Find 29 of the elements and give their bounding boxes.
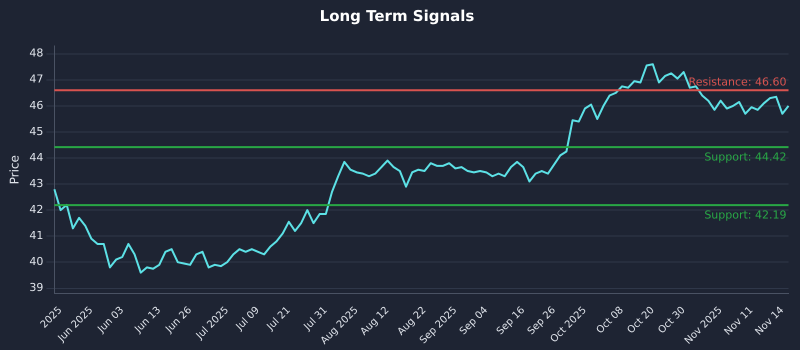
x-tick-label: Jul 21: [264, 304, 293, 334]
x-tick-label: Nov 14: [753, 304, 786, 338]
x-tick-label: Jul 09: [234, 304, 262, 334]
y-tick-label: 46: [29, 98, 44, 112]
ref-line-label: Support: 42.19: [704, 208, 787, 222]
y-tick-label: 39: [29, 281, 44, 294]
y-tick-label: 44: [29, 150, 44, 164]
x-tick-label: Oct 30: [656, 304, 688, 336]
x-tick-label: Jun 03: [95, 304, 126, 336]
x-tick-label: Oct 20: [625, 304, 657, 336]
x-tick-label: Jun 26: [163, 304, 194, 336]
x-tick-label: Sep 04: [458, 304, 490, 338]
y-axis-title: Price: [7, 155, 22, 184]
y-tick-label: 43: [29, 176, 44, 190]
y-tick-label: 40: [29, 255, 44, 268]
x-tick-label: Jul 31: [302, 304, 330, 334]
y-tick-label: 42: [29, 202, 44, 216]
y-tick-label: 48: [29, 46, 44, 60]
chart-title: Long Term Signals: [320, 6, 474, 25]
ref-line-label: Support: 44.42: [704, 150, 787, 164]
x-tick-label: Oct 08: [594, 304, 626, 336]
x-tick-label: Jun 13: [132, 304, 164, 336]
y-tick-label: 47: [29, 72, 44, 86]
y-tick-label: 45: [29, 124, 44, 138]
x-tick-label: Sep 16: [494, 304, 528, 338]
ref-line-label: Resistance: 46.60: [688, 76, 787, 89]
x-tick-label: Nov 11: [722, 304, 756, 338]
y-tick-label: 41: [29, 229, 44, 242]
x-tick-label: Aug 12: [358, 304, 392, 338]
